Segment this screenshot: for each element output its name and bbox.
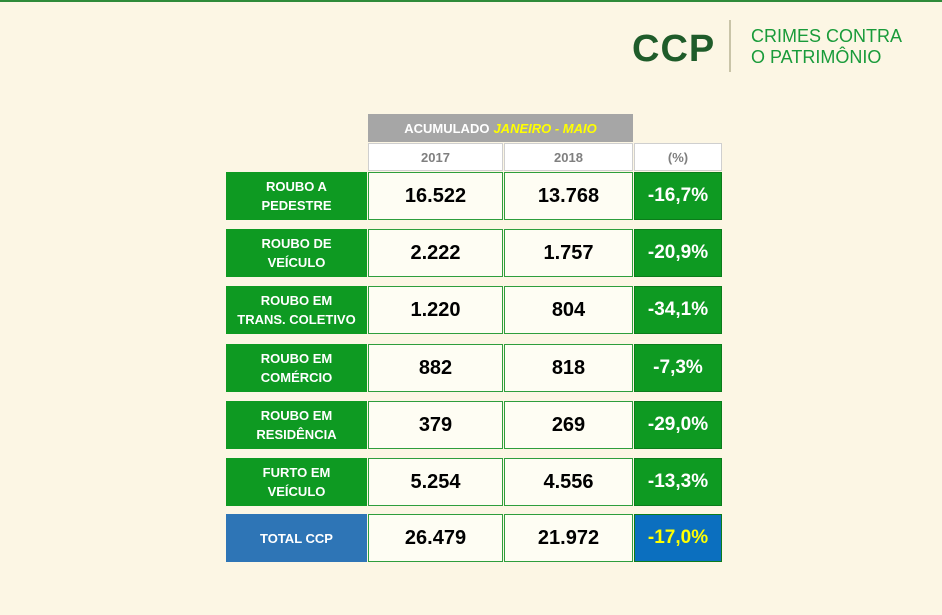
top-divider-line: [0, 0, 942, 2]
value-2018: 13.768: [504, 172, 633, 220]
category-label: ROUBO DE VEÍCULO: [226, 229, 367, 277]
category-label: ROUBO EM COMÉRCIO: [226, 344, 367, 392]
value-2017: 1.220: [368, 286, 503, 334]
column-header-2017: 2017: [368, 143, 503, 171]
brand-title: CCP: [632, 28, 716, 70]
total-value-2017: 26.479: [368, 514, 503, 562]
column-header-2018: 2018: [504, 143, 633, 171]
value-2018: 804: [504, 286, 633, 334]
category-label: ROUBO A PEDESTRE: [226, 172, 367, 220]
value-2018: 4.556: [504, 458, 633, 506]
category-label: FURTO EM VEÍCULO: [226, 458, 367, 506]
subtitle-line-2: O PATRIMÔNIO: [751, 47, 882, 67]
column-header-percent: (%): [634, 143, 722, 171]
subtitle: CRIMES CONTRA O PATRIMÔNIO: [751, 26, 902, 68]
percent-change: -7,3%: [634, 344, 722, 392]
value-2017: 882: [368, 344, 503, 392]
accumulated-period-header: ACUMULADO JANEIRO - MAIO: [368, 114, 633, 142]
value-2017: 379: [368, 401, 503, 449]
value-2018: 269: [504, 401, 633, 449]
category-label: ROUBO EM RESIDÊNCIA: [226, 401, 367, 449]
percent-change: -20,9%: [634, 229, 722, 277]
percent-change: -13,3%: [634, 458, 722, 506]
subtitle-line-1: CRIMES CONTRA: [751, 26, 903, 46]
total-value-2018: 21.972: [504, 514, 633, 562]
value-2017: 2.222: [368, 229, 503, 277]
value-2017: 5.254: [368, 458, 503, 506]
accumulated-label: ACUMULADO: [404, 120, 490, 136]
percent-change: -16,7%: [634, 172, 722, 220]
value-2018: 818: [504, 344, 633, 392]
percent-change: -34,1%: [634, 286, 722, 334]
total-label: TOTAL CCP: [226, 514, 367, 562]
accumulated-period: JANEIRO - MAIO: [493, 120, 597, 136]
value-2018: 1.757: [504, 229, 633, 277]
percent-change: -29,0%: [634, 401, 722, 449]
value-2017: 16.522: [368, 172, 503, 220]
total-percent-change: -17,0%: [634, 514, 722, 562]
brand-divider: [729, 20, 731, 72]
category-label: ROUBO EM TRANS. COLETIVO: [226, 286, 367, 334]
